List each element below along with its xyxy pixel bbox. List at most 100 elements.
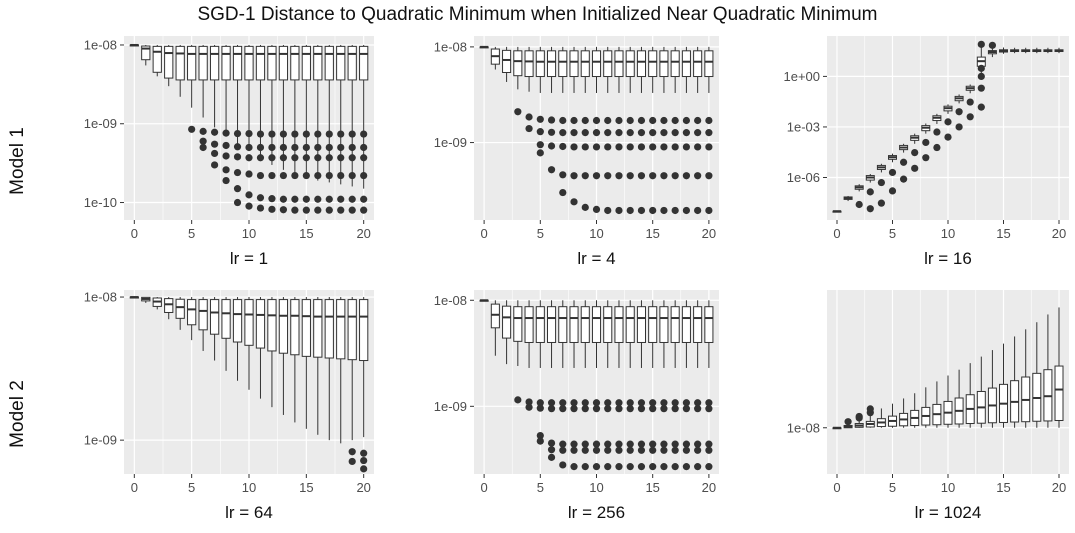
outlier-point [911,164,919,172]
outlier-point [268,130,276,138]
outlier-point [233,143,242,151]
outlier-point [547,166,556,174]
box [591,50,602,78]
box [524,50,534,78]
outlier-point [705,463,713,471]
outlier-point [348,154,356,162]
panel-4: 0 5 10 15 20 1e-08 1e-09 lr = 64 [84,290,374,522]
outlier-point [682,172,691,180]
box [547,306,557,343]
box [175,45,185,81]
outlier-point [559,142,567,151]
outlier-point [682,440,691,448]
outlier-point [325,171,333,180]
outlier-point [682,116,691,125]
outlier-point [705,399,713,407]
box [580,306,590,343]
outlier-point [660,143,668,151]
outlier-point [570,129,578,137]
outlier-point [694,463,702,471]
x-tick-label: 0 [131,480,138,495]
outlier-point [348,457,356,466]
outlier-point [877,199,885,207]
outlier-point [581,172,589,180]
box [693,50,703,78]
box [255,299,266,349]
outlier-point [314,171,322,180]
outlier-point [604,446,612,454]
outlier-point [570,463,578,471]
outlier-point [348,195,356,203]
outlier-point [671,446,679,454]
outlier-point [660,463,668,471]
outlier-point [559,116,567,125]
box [636,50,647,78]
outlier-point [314,130,322,138]
outlier-point [547,405,556,413]
outlier-point [694,129,702,137]
outlier-point [570,405,578,413]
box [659,50,669,78]
outlier-point [360,195,368,203]
outlier-point [682,129,691,137]
outlier-point [955,108,963,116]
outlier-point [637,405,646,413]
outlier-point [592,446,601,454]
outlier-point [279,143,288,152]
outlier-point [245,143,253,152]
x-tick-label: 0 [833,480,840,495]
outlier-point [671,463,679,471]
outlier-point [222,141,230,150]
outlier-point [348,206,356,214]
outlier-point [682,405,691,413]
box [347,299,357,361]
panel-caption: lr = 64 [225,503,273,522]
outlier-point [559,171,567,179]
outlier-point [233,198,242,207]
box [490,303,500,329]
outlier-point [279,171,288,180]
y-tick-label: 1e-08 [434,39,467,54]
box [704,306,714,343]
outlier-point [268,195,276,203]
box [336,45,346,81]
x-tick-label: 20 [1052,480,1066,495]
outlier-point [637,206,646,215]
outlier-point [671,405,679,413]
outlier-point [348,130,356,138]
box [198,299,208,331]
outlier-point [944,133,952,141]
outlier-point [559,440,567,448]
x-tick-label: 10 [941,480,955,495]
outlier-point [592,463,601,471]
x-tick-label: 5 [889,226,896,241]
outlier-point [660,206,668,215]
outlier-point [302,154,310,162]
outlier-point [694,206,702,215]
x-tick-label: 15 [299,480,313,495]
box [569,306,579,343]
outlier-point [581,203,589,211]
outlier-point [694,172,702,180]
outlier-point [268,143,276,152]
panel-1: 0 5 10 15 20 1e-08 1e-09 1e-10 lr = 1 [84,36,374,268]
outlier-point [694,399,702,407]
x-tick-label: 5 [537,480,544,495]
outlier-point [649,129,657,137]
main-title: SGD-1 Distance to Quadratic Minimum when… [197,4,878,25]
outlier-point [694,440,702,448]
outlier-point [988,41,997,49]
outlier-point [268,154,276,162]
outlier-point [314,195,322,203]
box [324,299,334,359]
outlier-point [536,149,544,157]
box [502,305,512,339]
box [187,45,197,81]
outlier-point [604,172,612,180]
outlier-point [337,130,345,138]
outlier-point [210,140,219,148]
outlier-point [694,446,702,454]
box [1054,365,1064,421]
y-tick-label: 1e-10 [84,195,117,210]
